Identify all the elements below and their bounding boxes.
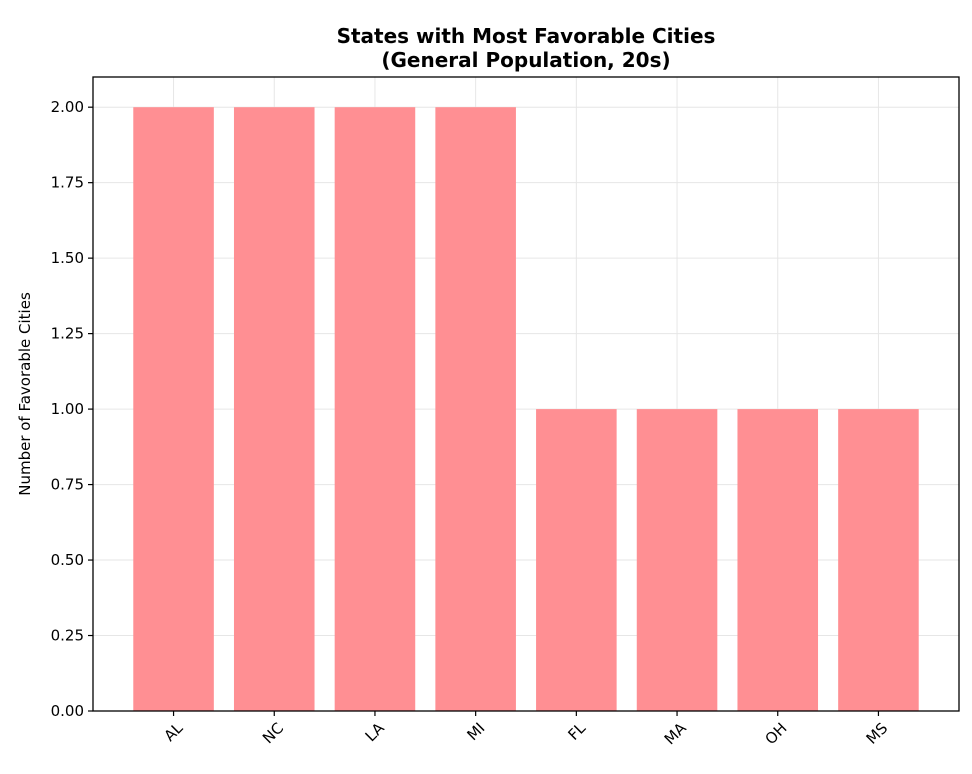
chart-subtitle: (General Population, 20s) — [381, 48, 670, 72]
y-tick-label: 2.00 — [51, 98, 84, 116]
y-tick-label: 1.25 — [51, 325, 84, 343]
bar-la — [334, 107, 416, 711]
x-tick-label: AL — [160, 719, 186, 745]
bar-al — [133, 107, 214, 711]
y-tick-label: 0.75 — [51, 476, 84, 494]
x-tick-label: OH — [762, 719, 791, 748]
bar-oh — [737, 409, 819, 711]
plot-frame — [92, 76, 960, 712]
x-tick-label: MI — [463, 719, 488, 744]
bar-nc — [233, 107, 315, 711]
x-tick-label: LA — [362, 719, 389, 746]
bar-ma — [636, 409, 718, 711]
x-tick-label: FL — [564, 719, 589, 744]
y-tick-label: 0.25 — [51, 627, 84, 645]
chart-title: States with Most Favorable Cities — [337, 24, 716, 48]
bar-fl — [536, 409, 617, 711]
grid-layer — [93, 77, 959, 712]
bar-layer — [133, 107, 919, 711]
x-tick-label: MA — [661, 719, 691, 749]
y-tick-label: 1.50 — [51, 249, 84, 267]
bar-mi — [435, 107, 516, 711]
x-tick-label: MS — [863, 719, 892, 748]
y-tick-label: 0.00 — [51, 702, 84, 720]
y-tick-label: 0.50 — [51, 551, 84, 569]
x-tick-label: NC — [259, 719, 287, 747]
bar-ms — [838, 409, 919, 711]
y-tick-label: 1.75 — [51, 174, 84, 192]
y-tick-label: 1.00 — [51, 400, 84, 418]
y-axis-label: Number of Favorable Cities — [16, 292, 34, 496]
